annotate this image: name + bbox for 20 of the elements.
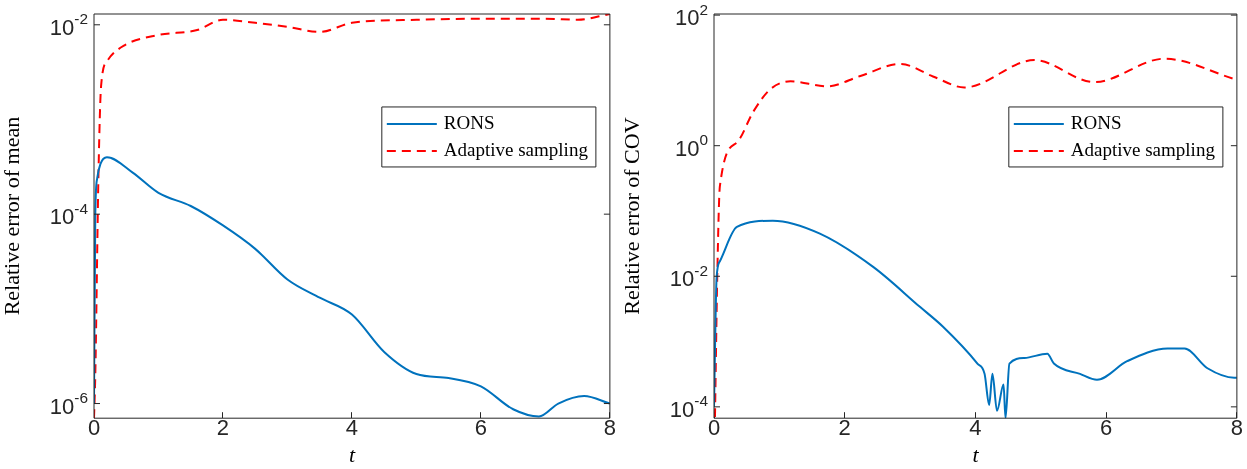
legend-label: RONS [443,111,495,133]
x-axis-title: t [972,441,980,467]
x-tick-label: 0 [87,415,101,441]
x-tick-label: 6 [474,415,488,441]
x-tick-label: 0 [707,415,721,441]
x-tick-label: 6 [1100,415,1113,441]
y-axis-title: Relative error of COV [618,117,644,315]
x-axis-title: t [348,441,356,467]
x-tick-label: 2 [838,415,851,441]
x-tick-label: 8 [603,415,617,441]
y-axis-title: Relative error of mean [0,116,24,316]
line-series [94,14,610,419]
x-tick-label: 4 [345,415,359,441]
x-tick-label: 2 [216,415,230,441]
x-tick-label: 4 [969,415,982,441]
legend-label: Adaptive sampling [1070,138,1216,160]
line-series [714,219,1237,419]
x-tick-label: 8 [1230,415,1244,441]
legend-label: RONS [1070,111,1122,133]
legend-label: Adaptive sampling [443,138,589,160]
